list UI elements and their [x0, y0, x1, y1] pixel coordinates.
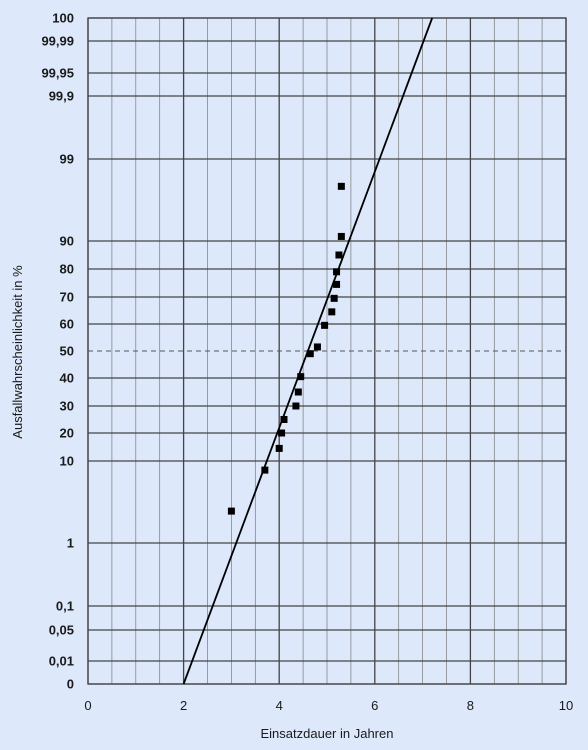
data-point [280, 416, 288, 423]
x-tick-label: 2 [180, 698, 187, 713]
y-tick-label: 0,05 [49, 623, 74, 638]
data-point [297, 373, 305, 381]
data-points [227, 182, 345, 515]
y-tick-label: 20 [60, 426, 74, 441]
data-point [330, 294, 338, 302]
y-tick-label: 100 [52, 11, 74, 26]
data-point [292, 402, 300, 410]
data-point [333, 280, 341, 288]
x-axis-label: Einsatzdauer in Jahren [261, 726, 394, 741]
y-tick-label: 80 [60, 262, 74, 277]
y-axis-label: Ausfallwahrscheinlichkeit in % [10, 265, 25, 439]
x-tick-label: 0 [84, 698, 91, 713]
data-point [335, 251, 343, 259]
data-point [333, 268, 341, 276]
y-tick-label: 60 [60, 317, 74, 332]
y-tick-label: 99,95 [41, 66, 74, 81]
y-tick-label: 40 [60, 371, 74, 386]
data-point [294, 388, 302, 396]
data-point [278, 429, 286, 437]
y-tick-label: 70 [60, 290, 74, 305]
data-point [321, 321, 329, 329]
y-tick-label: 99 [60, 152, 74, 167]
y-tick-label: 0 [67, 677, 74, 692]
y-tick-label: 1 [67, 536, 74, 551]
x-tick-label: 6 [371, 698, 378, 713]
x-tick-label: 8 [467, 698, 474, 713]
y-tick-label: 99,99 [41, 34, 74, 49]
data-point [261, 466, 269, 474]
x-tick-label: 4 [276, 698, 283, 713]
data-point [275, 444, 283, 452]
x-tick-label: 10 [559, 698, 573, 713]
data-point [227, 507, 235, 515]
y-tick-label: 30 [60, 399, 74, 414]
y-tick-label: 10 [60, 454, 74, 469]
data-point [306, 350, 314, 358]
data-point [328, 308, 336, 316]
y-tick-label: 0,01 [49, 654, 74, 669]
y-tick-label: 0,1 [56, 599, 74, 614]
y-tick-label: 99,9 [49, 89, 74, 104]
data-point [337, 232, 345, 240]
y-tick-label: 50 [60, 344, 74, 359]
tick-labels: 10099,9999,9599,99990807060504030201010,… [41, 11, 573, 714]
y-tick-label: 90 [60, 234, 74, 249]
data-point [313, 343, 321, 351]
data-point [337, 182, 345, 190]
